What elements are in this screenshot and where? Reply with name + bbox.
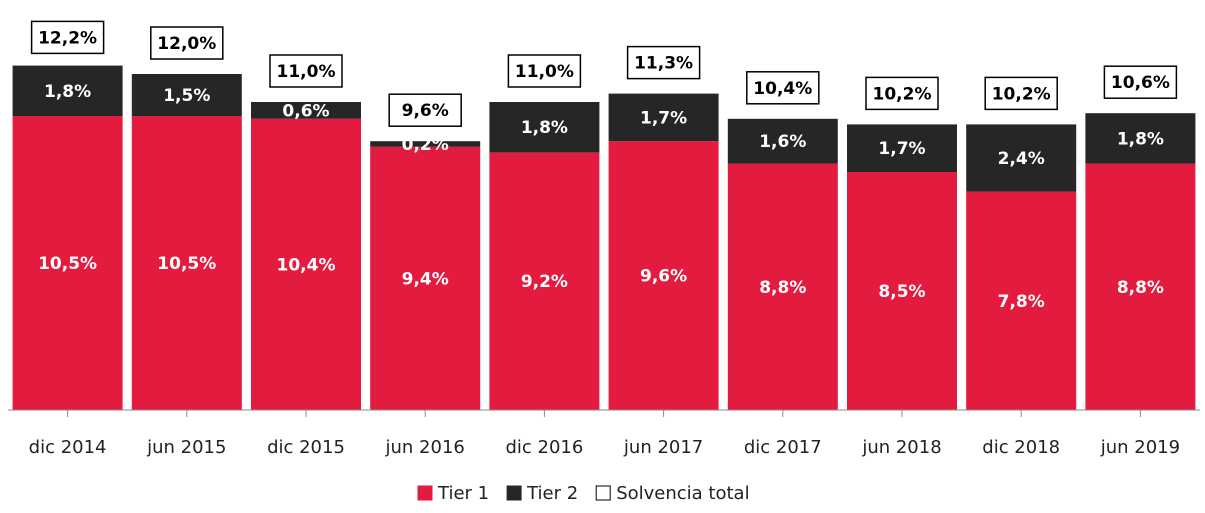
total-label: 12,0%: [157, 34, 216, 54]
value-label: 1,6%: [759, 132, 806, 152]
total-box: [1103, 65, 1178, 99]
total-box: [150, 26, 224, 60]
x-tick-label: jun 2016: [385, 437, 465, 458]
total-label: 9,6%: [402, 101, 449, 121]
total-box: [507, 54, 582, 88]
bar-segment: [131, 74, 242, 116]
x-tick-label: jun 2019: [1100, 437, 1180, 458]
bar-segment: [727, 163, 838, 410]
value-label: 8,8%: [759, 278, 806, 298]
value-label: 1,5%: [163, 86, 210, 106]
x-tick-label: dic 2017: [744, 437, 822, 458]
total-label: 10,6%: [1111, 73, 1170, 93]
x-tick-label: dic 2015: [267, 437, 345, 458]
x-tick-label: jun 2015: [146, 437, 226, 458]
value-label: 9,6%: [640, 267, 687, 287]
bar-segment: [847, 172, 957, 410]
bar-segment: [608, 141, 719, 410]
bar-segment: [727, 118, 838, 164]
value-label: 10,5%: [157, 254, 216, 274]
legend-label: Tier 2: [526, 483, 578, 504]
total-label: 11,0%: [515, 62, 574, 82]
legend-label: Solvencia total: [616, 483, 749, 504]
value-label: 1,8%: [521, 118, 568, 138]
x-tick-label: dic 2014: [29, 437, 107, 458]
value-label: 0,6%: [282, 101, 329, 121]
bar-segment: [847, 124, 957, 172]
total-box: [388, 93, 462, 127]
bar-segment: [489, 152, 600, 410]
value-label: 9,4%: [402, 269, 449, 289]
value-label: 2,4%: [998, 149, 1045, 169]
bar-segment: [12, 116, 123, 410]
total-box: [865, 76, 939, 111]
value-label: 1,8%: [1117, 129, 1164, 149]
value-label: 9,2%: [521, 272, 568, 292]
bar-segment: [1085, 163, 1196, 410]
value-label: 10,5%: [38, 254, 97, 274]
bar-segment: [966, 191, 1077, 410]
legend-swatch: [595, 485, 611, 501]
bar-segment: [131, 116, 242, 410]
bar-segment: [1085, 113, 1196, 164]
total-box: [30, 20, 105, 55]
total-label: 11,3%: [634, 54, 693, 74]
total-label: 10,2%: [992, 84, 1051, 104]
bar-segment: [251, 118, 361, 411]
total-label: 10,4%: [753, 79, 812, 99]
value-label: 1,7%: [640, 108, 687, 128]
total-box: [746, 71, 820, 105]
value-label: 1,7%: [878, 139, 925, 159]
value-label: 8,5%: [878, 282, 925, 302]
x-tick-label: jun 2017: [623, 437, 703, 458]
x-tick-label: jun 2018: [861, 437, 941, 458]
bar-segment: [370, 141, 481, 147]
legend-swatch: [506, 485, 522, 501]
value-label: 7,8%: [998, 292, 1045, 312]
legend-label: Tier 1: [437, 483, 489, 504]
bar-segment: [489, 102, 600, 153]
total-label: 10,2%: [873, 84, 932, 104]
bar-segment: [12, 65, 123, 116]
bar-segment: [370, 146, 481, 411]
value-label: 0,2%: [402, 135, 449, 155]
legend-swatch: [417, 485, 433, 501]
bar-segment: [966, 124, 1077, 192]
value-label: 10,4%: [277, 255, 336, 275]
bar-segment: [608, 93, 719, 142]
total-box: [984, 76, 1058, 111]
total-label: 11,0%: [277, 62, 336, 82]
bar-segment: [251, 102, 361, 119]
value-label: 8,8%: [1117, 278, 1164, 298]
total-box: [269, 54, 343, 88]
x-tick-label: dic 2016: [505, 437, 583, 458]
total-box: [626, 45, 701, 80]
x-tick-label: dic 2018: [982, 437, 1060, 458]
value-label: 1,8%: [44, 82, 91, 102]
total-label: 12,2%: [38, 28, 97, 48]
